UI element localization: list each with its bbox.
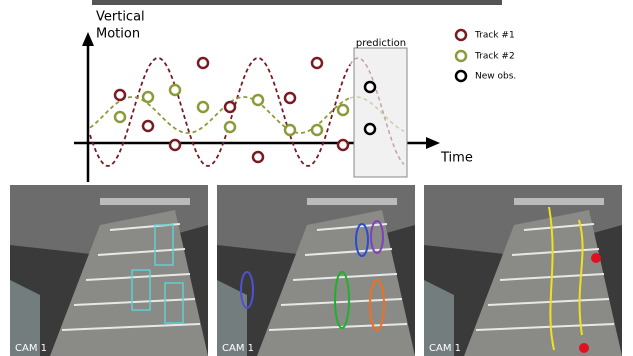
track-1-obs: [338, 140, 348, 150]
x-arrow: [426, 137, 440, 149]
timestamp: [514, 198, 604, 205]
prediction-label: prediction: [356, 38, 406, 49]
track-2-obs: [170, 85, 180, 95]
track-1-obs: [143, 121, 153, 131]
track-1-obs: [115, 90, 125, 100]
legend-label: Track #1: [474, 31, 515, 41]
track-2-curve: [90, 97, 350, 133]
figure: Vertical Motion Time prediction Track #1…: [0, 0, 633, 356]
track-2-obs: [225, 122, 235, 132]
timestamp: [100, 198, 190, 205]
track-2-obs: [312, 125, 322, 135]
legend-marker: [456, 51, 466, 61]
legend-label: New obs.: [475, 72, 516, 82]
track-1-curve: [90, 58, 350, 166]
top-strip: [92, 0, 502, 5]
legend-marker: [456, 30, 466, 40]
y-axis-label: Motion: [96, 27, 140, 42]
y-arrow: [82, 32, 94, 46]
x-axis-label: Time: [440, 151, 473, 166]
track-2-obs: [338, 105, 348, 115]
track-2-obs: [198, 102, 208, 112]
camera-label: CAM 1: [15, 343, 47, 354]
track-2-obs: [285, 125, 295, 135]
page: Vertical Motion Time prediction Track #1…: [0, 0, 633, 356]
timestamp: [307, 198, 397, 205]
track-2-obs: [253, 95, 263, 105]
y-axis-label: Vertical: [96, 10, 145, 25]
track-1-obs: [312, 58, 322, 68]
camera-panel: CAM 1: [10, 185, 208, 356]
new-obs: [365, 124, 375, 134]
camera-label: CAM 1: [222, 343, 254, 354]
camera-label: CAM 1: [429, 343, 461, 354]
predicted-point: [579, 343, 589, 353]
track-2-obs: [143, 92, 153, 102]
predicted-point: [591, 253, 601, 263]
track-2-obs: [115, 112, 125, 122]
new-obs: [365, 82, 375, 92]
legend-marker: [456, 71, 466, 81]
track-1-obs: [285, 93, 295, 103]
camera-panel: CAM 1: [217, 185, 415, 356]
camera-panel: CAM 1: [424, 185, 622, 356]
track-1-obs: [225, 102, 235, 112]
track-1-obs: [198, 58, 208, 68]
track-1-obs: [170, 140, 180, 150]
legend-label: Track #2: [474, 52, 515, 62]
track-1-obs: [253, 152, 263, 162]
